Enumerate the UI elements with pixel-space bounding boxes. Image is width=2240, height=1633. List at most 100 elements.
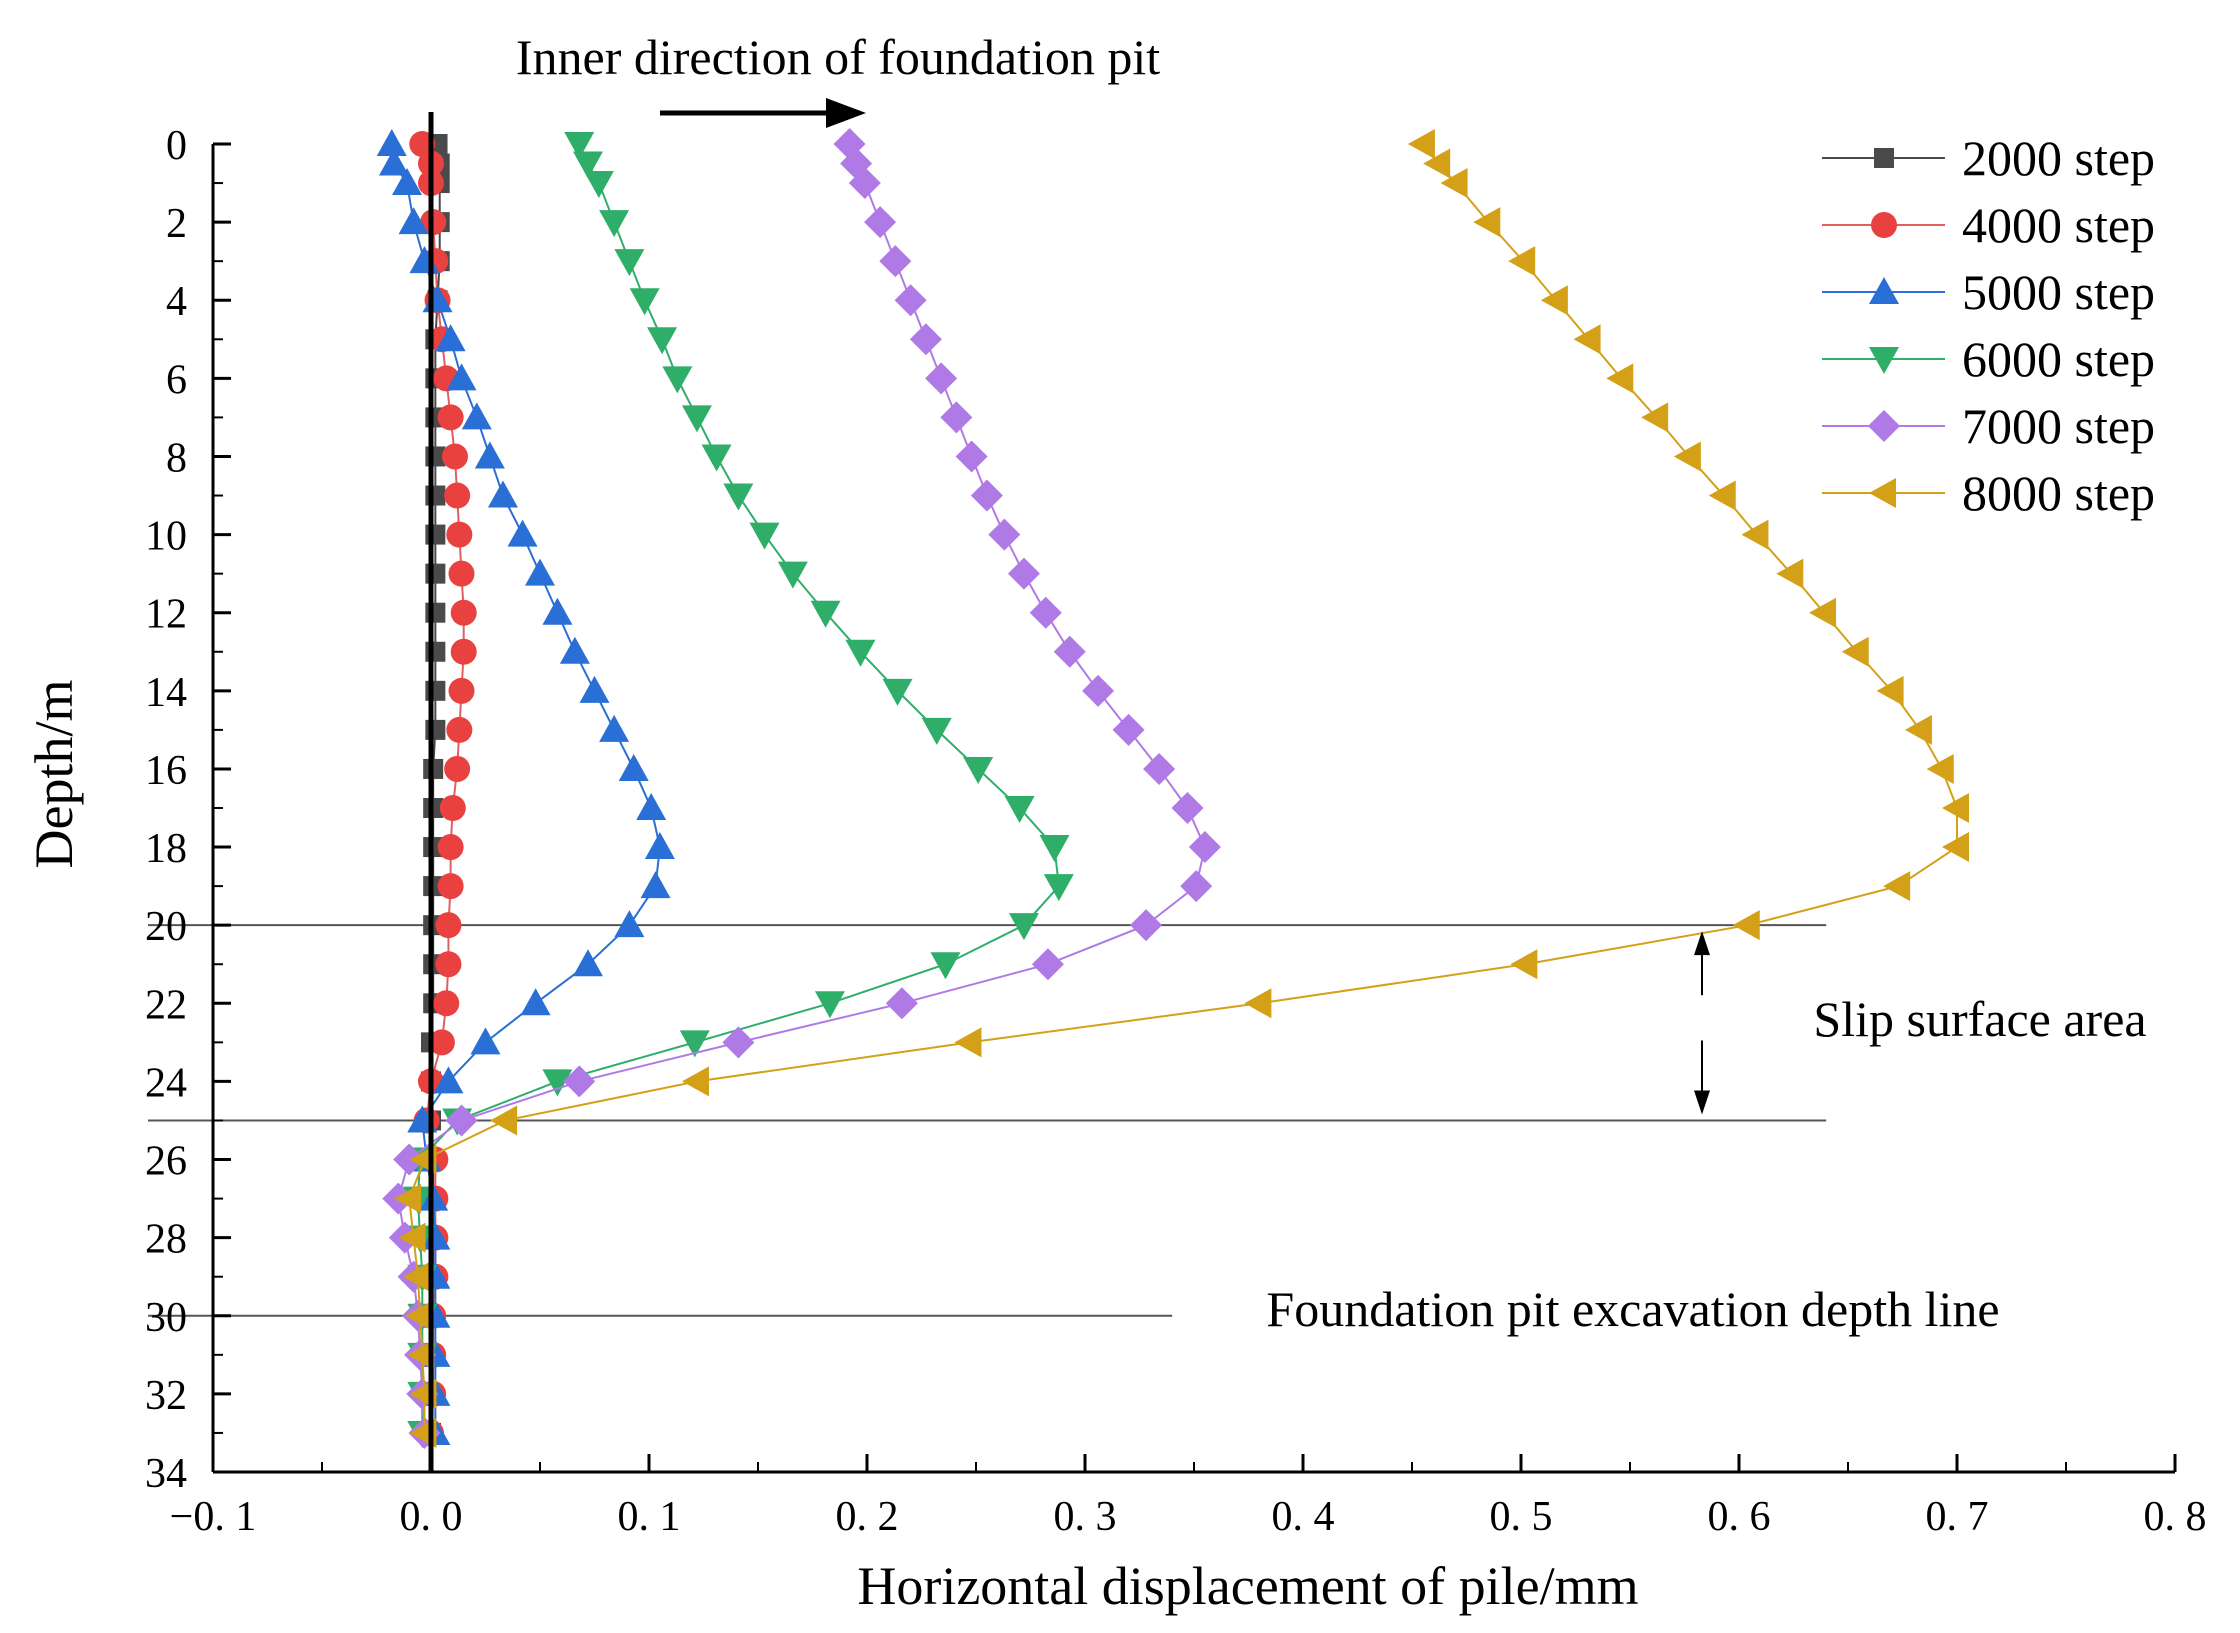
legend-item: 6000 step <box>1822 331 2155 387</box>
legend-item: 4000 step <box>1822 197 2155 253</box>
annotations-layer <box>660 98 1710 1115</box>
slip-arrow-down-head <box>1694 1090 1710 1115</box>
x-tick-label: −0. 1 <box>170 1494 257 1540</box>
data-point <box>420 1222 451 1250</box>
data-point <box>563 1065 596 1098</box>
data-point <box>520 988 551 1016</box>
data-point <box>749 522 780 550</box>
x-tick-label: 0. 6 <box>1708 1494 1771 1540</box>
data-point <box>425 563 446 584</box>
data-point <box>679 1030 710 1058</box>
data-point <box>376 129 407 156</box>
data-point <box>398 1222 426 1253</box>
data-point <box>644 832 675 860</box>
data-point <box>433 1066 464 1094</box>
data-point <box>1039 835 1070 863</box>
y-tick-label: 28 <box>145 1217 187 1263</box>
x-tick-label: 0. 7 <box>1926 1494 1989 1540</box>
series-7000-step <box>382 128 1221 1449</box>
data-point <box>681 405 712 433</box>
data-point <box>885 987 918 1020</box>
data-point <box>1029 596 1062 629</box>
data-point <box>435 912 462 939</box>
y-tick-label: 18 <box>145 826 187 872</box>
legend-item: 7000 step <box>1822 398 2155 454</box>
data-point <box>1130 909 1163 942</box>
data-point <box>722 1026 755 1059</box>
data-point <box>930 952 961 980</box>
data-point <box>1112 713 1145 746</box>
y-tick-label: 2 <box>166 201 187 247</box>
data-point <box>814 991 845 1019</box>
data-point <box>879 245 912 278</box>
data-point <box>572 151 603 179</box>
slip-arrow-up-head <box>1694 931 1710 956</box>
y-tick-label: 22 <box>145 982 187 1028</box>
data-point <box>425 680 446 701</box>
data-point <box>1423 148 1451 179</box>
x-tick-label: 0. 1 <box>618 1494 681 1540</box>
legend-item: 2000 step <box>1822 130 2155 186</box>
data-point <box>1180 870 1213 903</box>
data-point <box>407 1339 435 1370</box>
data-point <box>599 714 630 742</box>
data-point <box>963 756 994 784</box>
data-point <box>1510 949 1538 980</box>
data-point <box>450 638 477 665</box>
data-point <box>583 171 614 199</box>
data-point <box>525 558 555 586</box>
data-point <box>445 1104 478 1137</box>
data-point <box>681 1066 709 1097</box>
series-layer <box>376 128 1969 1449</box>
y-tick-label: 16 <box>145 748 187 794</box>
data-point <box>810 600 841 628</box>
data-point <box>955 440 988 473</box>
data-point <box>378 148 409 176</box>
data-point <box>925 362 958 395</box>
data-point <box>579 675 610 703</box>
data-point <box>882 678 913 706</box>
data-point <box>446 363 477 391</box>
data-point <box>1641 402 1669 433</box>
data-point <box>614 249 645 277</box>
data-point <box>1942 832 1969 863</box>
y-tick-label: 20 <box>145 904 187 950</box>
data-point <box>425 719 446 740</box>
data-point <box>1407 129 1435 159</box>
data-point <box>1540 285 1568 316</box>
data-point <box>441 443 468 470</box>
slip-surface-annotation: Slip surface area <box>1813 991 2146 1047</box>
data-point <box>921 717 952 745</box>
data-point <box>490 1105 518 1136</box>
data-point <box>402 1261 430 1292</box>
data-point <box>1004 796 1035 823</box>
y-tick-label: 32 <box>145 1373 187 1419</box>
data-point <box>425 641 446 662</box>
data-point <box>1732 910 1760 941</box>
x-axis-title: Horizontal displacement of pile/mm <box>857 1556 1638 1616</box>
y-tick-label: 8 <box>166 435 187 481</box>
data-point <box>970 479 1003 512</box>
data-point <box>437 404 464 431</box>
y-tick-label: 12 <box>145 592 187 638</box>
legend-label: 5000 step <box>1962 264 2155 320</box>
y-tick-label: 4 <box>166 279 187 325</box>
legend-label: 4000 step <box>1962 197 2155 253</box>
data-point <box>392 168 423 196</box>
x-tick-label: 0. 5 <box>1490 1494 1553 1540</box>
legend-item: 8000 step <box>1822 465 2155 521</box>
data-point <box>1008 913 1039 941</box>
y-tick-label: 10 <box>145 514 187 560</box>
x-tick-label: 0. 4 <box>1272 1494 1335 1540</box>
data-point <box>909 323 942 356</box>
data-point <box>1188 831 1221 864</box>
y-tick-label: 6 <box>166 357 187 403</box>
data-point <box>542 1069 573 1097</box>
reference-lines-layer <box>148 924 1827 1317</box>
data-point <box>428 1029 455 1056</box>
data-point <box>1171 792 1204 824</box>
data-point <box>1043 874 1074 902</box>
data-point <box>1473 207 1501 238</box>
data-point <box>439 795 466 821</box>
